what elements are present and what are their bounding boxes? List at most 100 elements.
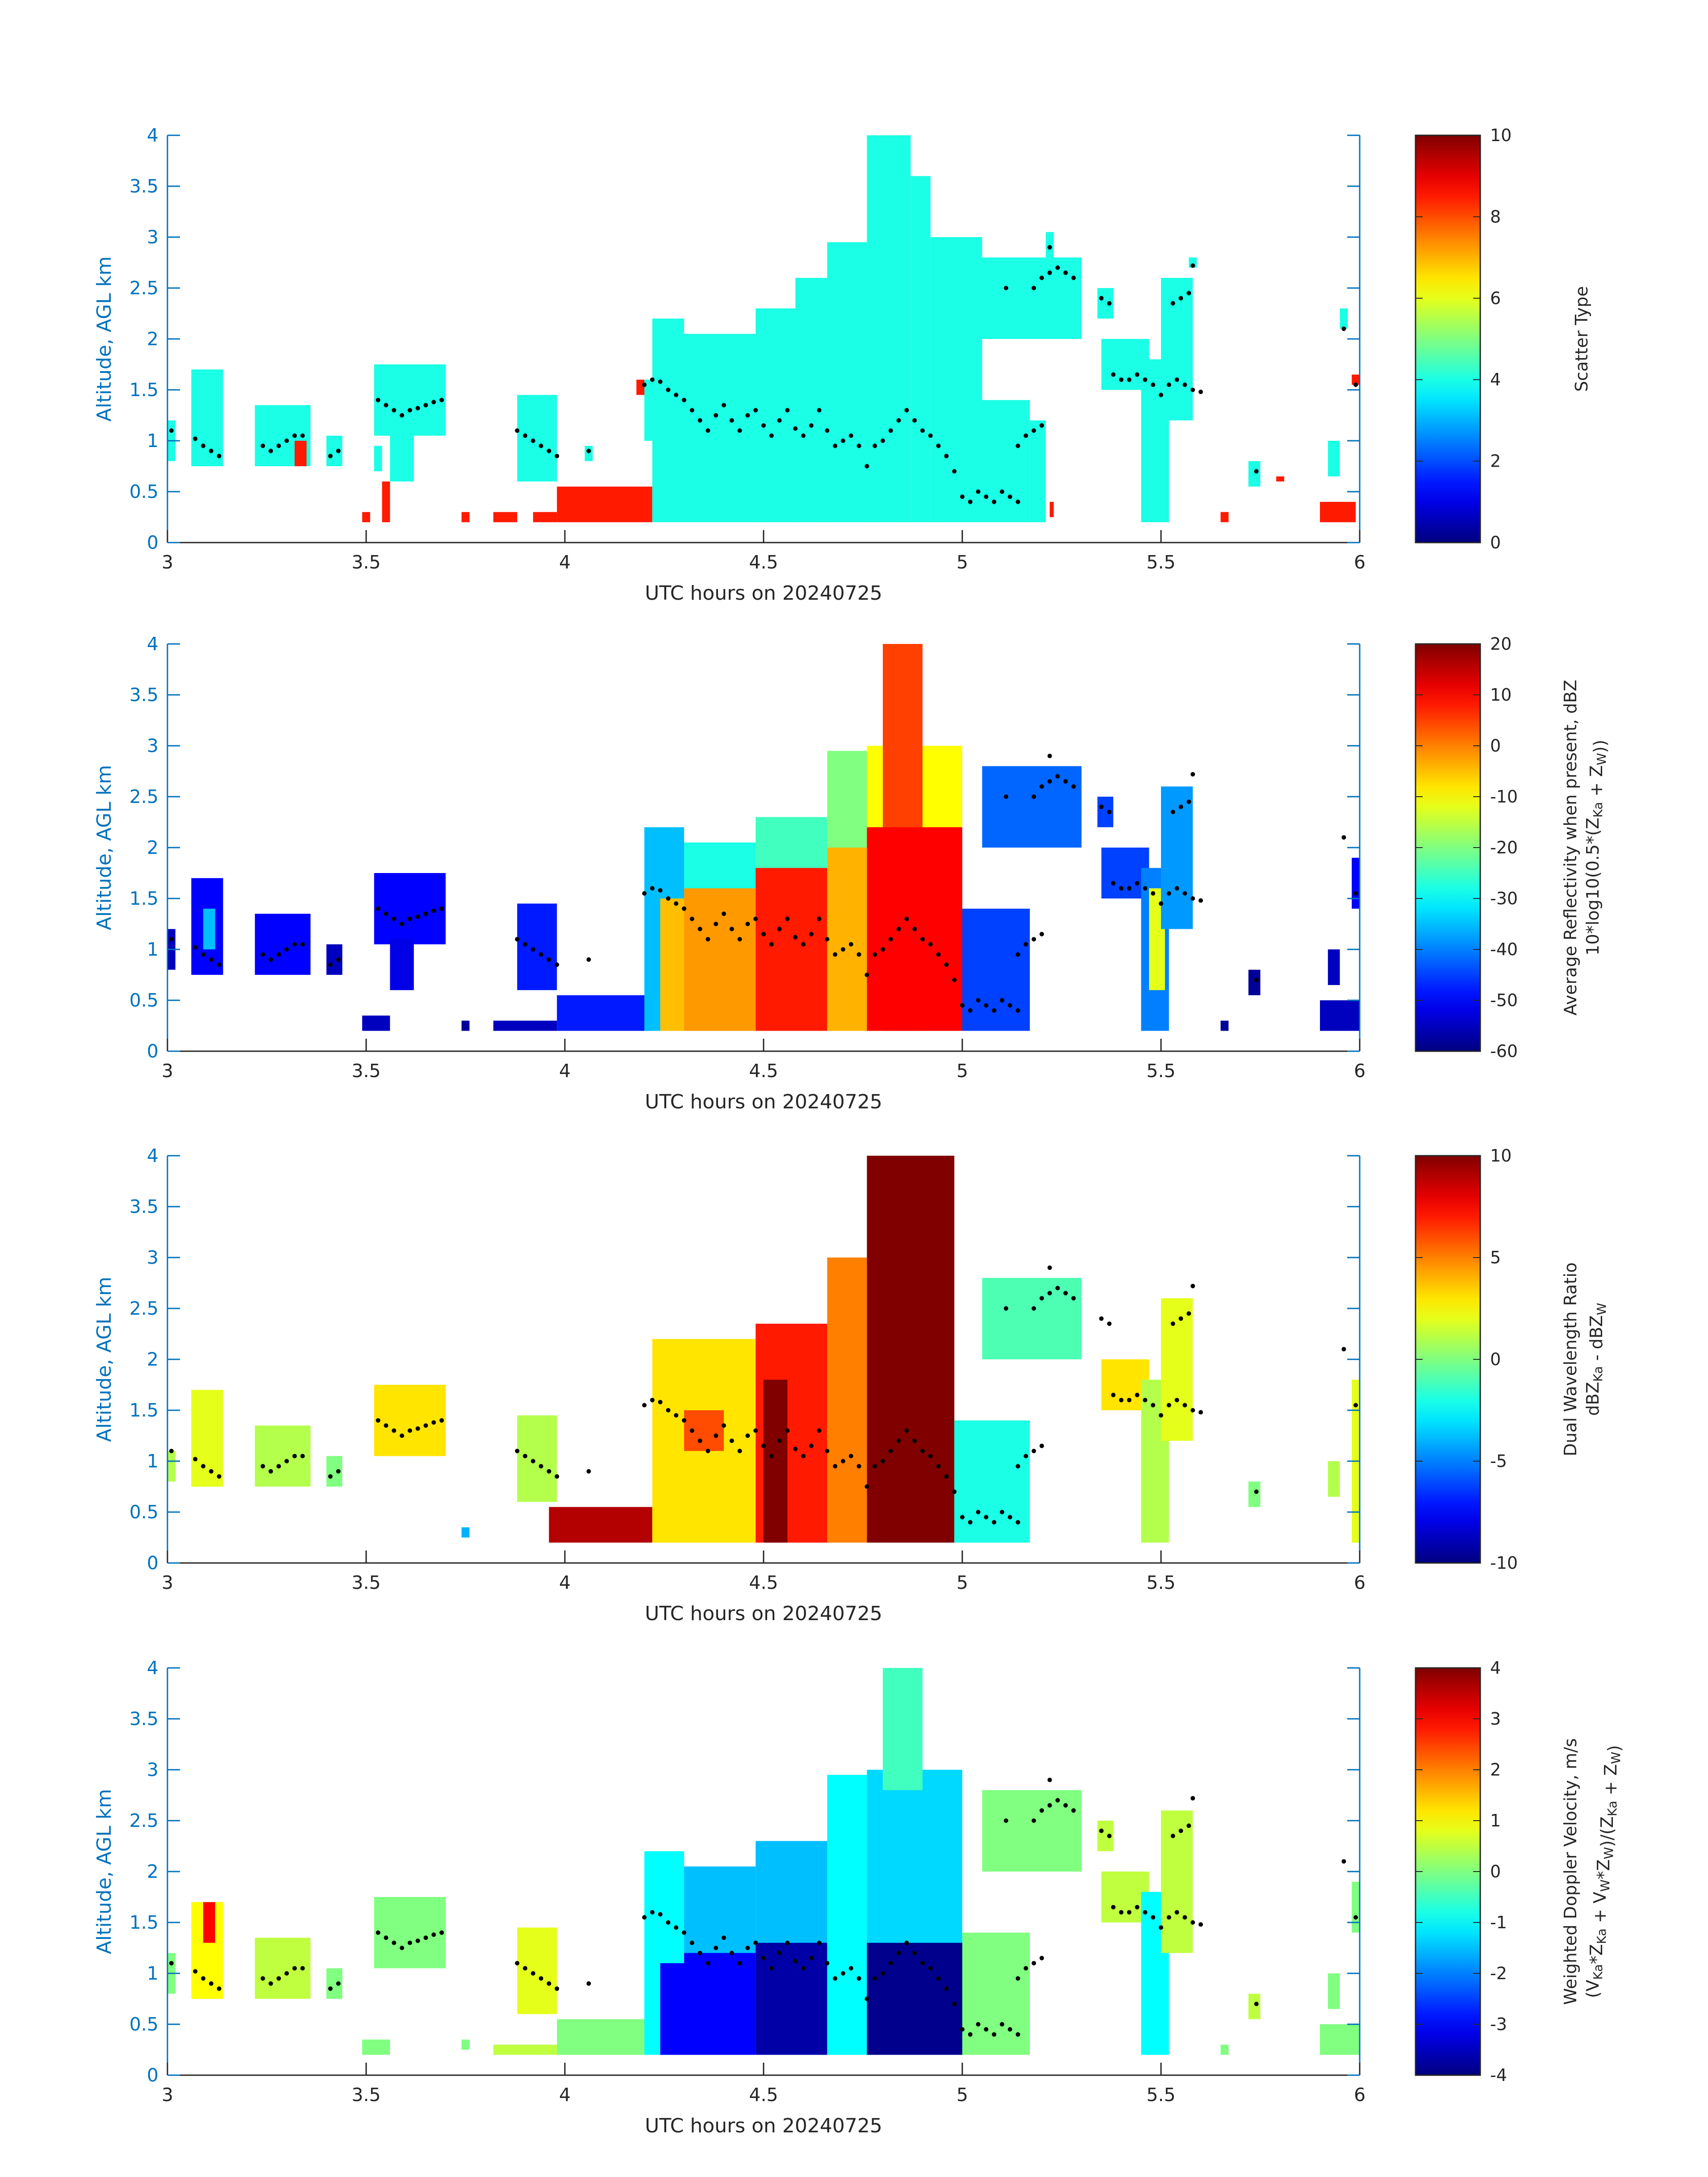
marker-point [1166,891,1171,896]
marker-point [547,1981,551,1986]
marker-point [209,1469,213,1474]
marker-point [960,2027,965,2032]
marker-point [881,947,885,952]
marker-point [658,379,663,384]
heatmap-cell [191,1390,223,1487]
marker-point [1107,810,1112,815]
marker-point [1190,1920,1195,1925]
heatmap-cell [1220,512,1229,522]
marker-point [1166,1403,1171,1408]
marker-point [722,403,726,408]
marker-point [284,1459,289,1463]
heatmap-cell [374,873,446,944]
marker-point [1190,263,1195,268]
marker-point [769,1454,774,1458]
marker-point [642,891,647,896]
marker-point [825,428,830,433]
marker-point [1071,1296,1076,1301]
x-tick-label: 6 [1354,1060,1366,1082]
heatmap-cell [1220,2044,1229,2055]
marker-point [817,916,822,921]
marker-point [952,469,957,474]
marker-point [439,1418,444,1423]
heatmap-cell [1248,969,1261,995]
marker-point [769,942,774,947]
marker-point [1199,389,1203,394]
marker-point [856,443,861,448]
marker-point [952,978,957,982]
marker-point [841,1459,845,1463]
marker-point [384,1423,388,1428]
marker-point [848,1454,853,1458]
marker-point [1127,377,1132,382]
heatmap-cell [827,1258,867,1543]
marker-point [1040,784,1044,789]
marker-point [984,1003,989,1008]
x-tick-label: 6 [1354,1572,1366,1593]
marker-point [992,499,997,504]
heatmap-cell [1328,441,1340,476]
marker-point [431,400,436,405]
marker-point [952,1489,957,1494]
marker-point [423,403,428,408]
marker-point [833,443,838,448]
marker-point [809,932,814,936]
heatmap-cell [1328,949,1340,985]
cloud-base-markers [169,1265,1358,1525]
marker-point [697,1951,702,1956]
marker-point [809,423,814,428]
marker-point [729,927,734,932]
marker-point [1353,891,1358,896]
heatmap-cell [557,995,652,1031]
marker-point [714,1433,718,1438]
heatmap-cells [167,135,1360,522]
x-axis-label: UTC hours on 20240725 [645,1602,882,1625]
marker-point [793,426,798,431]
marker-point [555,454,560,459]
marker-point [1135,881,1140,886]
marker-point [276,1976,281,1981]
marker-point [431,1420,436,1425]
heatmap-cell [1328,1461,1340,1497]
marker-point [547,957,551,962]
marker-point [817,1428,822,1433]
marker-point [1047,270,1052,275]
colorbar-tick-label: 4 [1490,370,1501,389]
marker-point [928,942,933,947]
marker-point [1071,784,1076,789]
marker-point [968,499,973,504]
marker-point [1040,1956,1044,1960]
marker-point [1031,1961,1036,1966]
colorbar-gradient [1415,643,1481,1052]
marker-point [881,1459,885,1463]
marker-point [896,1951,901,1956]
marker-point [976,998,981,1003]
marker-point [864,1484,869,1489]
marker-point [888,937,893,942]
y-tick-label: 0.5 [129,481,159,502]
marker-point [769,433,774,438]
marker-point [1341,1347,1346,1352]
heatmap-cell [390,430,414,482]
marker-point [1111,372,1116,377]
marker-point [407,408,412,413]
x-tick-label: 3 [162,1572,173,1593]
marker-point [400,1946,405,1950]
marker-point [1099,1316,1104,1321]
colorbar-tick-label: 2 [1490,451,1501,471]
marker-point [936,1976,941,1981]
marker-point [706,937,710,942]
marker-point [848,433,853,438]
colorbar-tick-label: 10 [1490,125,1512,145]
marker-point [928,433,933,438]
heatmap-cell [1161,278,1193,421]
marker-point [515,428,520,433]
marker-point [825,1961,830,1966]
marker-point [439,397,444,402]
marker-point [1047,753,1052,758]
marker-point [300,1454,305,1458]
heatmap-cell [1352,857,1360,909]
marker-point [400,413,405,418]
marker-point [912,1438,917,1443]
marker-point [976,489,981,494]
